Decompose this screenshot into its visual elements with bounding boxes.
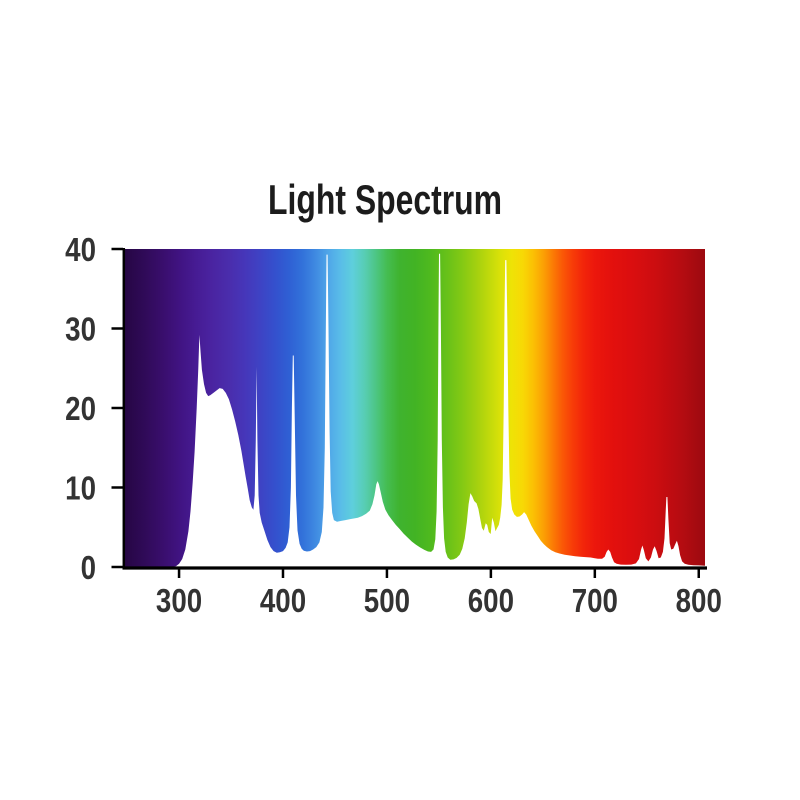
x-tick-label: 800 [676,583,722,620]
x-tick-label: 300 [156,583,202,620]
y-tick-label: 0 [81,550,96,587]
chart-title: Light Spectrum [268,176,502,223]
y-tick-label: 20 [65,391,96,428]
x-tick-label: 700 [572,583,618,620]
x-tick-label: 500 [364,583,410,620]
y-tick-label: 10 [65,470,96,507]
x-tick-label: 400 [260,583,306,620]
y-tick-label: 30 [65,311,96,348]
axes [111,247,707,578]
x-tick-label: 600 [468,583,514,620]
y-tick-label: 40 [65,232,96,269]
axis-tick-labels: 300 400 500 600 700 800 0 10 20 30 40 [65,232,722,620]
